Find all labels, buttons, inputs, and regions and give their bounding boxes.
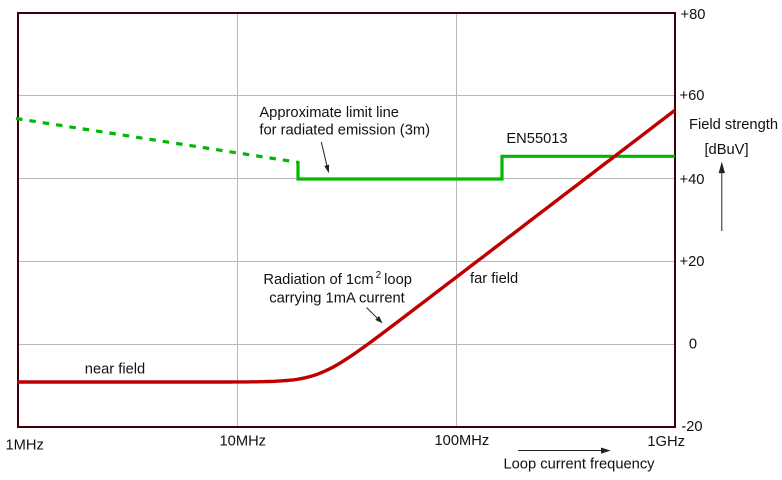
svg-text:far field: far field <box>470 271 518 287</box>
svg-text:[dBuV]: [dBuV] <box>704 142 748 158</box>
svg-text:Loop current frequency: Loop current frequency <box>503 457 655 473</box>
svg-text:near field: near field <box>85 362 145 378</box>
svg-text:10MHz: 10MHz <box>220 434 267 450</box>
svg-text:0: 0 <box>689 337 697 353</box>
svg-text:+60: +60 <box>680 88 705 104</box>
svg-text:Field strength: Field strength <box>689 117 778 133</box>
svg-text:1MHz: 1MHz <box>6 438 44 454</box>
svg-text:1GHz: 1GHz <box>647 434 685 450</box>
svg-text:EN55013: EN55013 <box>506 131 567 147</box>
svg-text:+80: +80 <box>681 7 706 23</box>
svg-text:100MHz: 100MHz <box>435 433 490 449</box>
svg-text:carrying 1mA current: carrying 1mA current <box>269 291 405 307</box>
svg-text:+20: +20 <box>680 254 705 270</box>
svg-text:for radiated emission (3m): for radiated emission (3m) <box>259 122 430 138</box>
svg-text:-20: -20 <box>681 419 702 435</box>
svg-text:Approximate limit line: Approximate limit line <box>259 105 399 121</box>
svg-text:+40: +40 <box>680 172 705 188</box>
